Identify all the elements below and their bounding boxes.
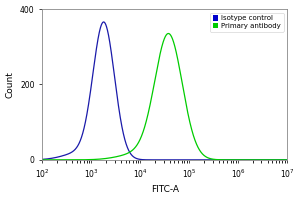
Y-axis label: Count: Count xyxy=(6,71,15,98)
X-axis label: FITC-A: FITC-A xyxy=(151,185,179,194)
Legend: Isotype control, Primary antibody: Isotype control, Primary antibody xyxy=(210,13,284,32)
